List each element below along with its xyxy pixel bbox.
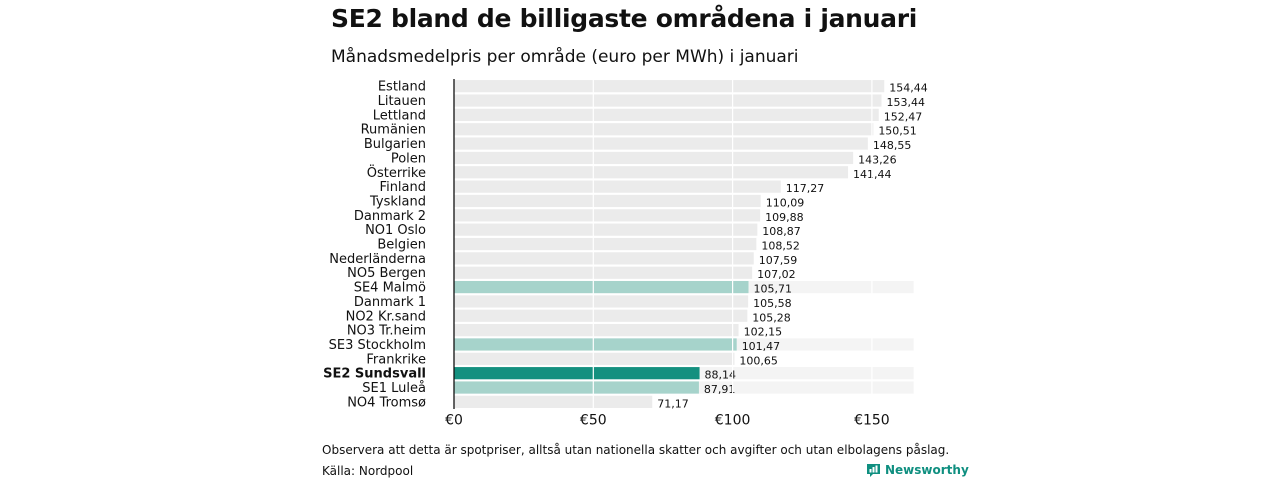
bar xyxy=(454,209,761,222)
bar xyxy=(454,108,879,121)
bar xyxy=(454,295,749,308)
category-label: NO4 Tromsø xyxy=(347,395,426,410)
value-label: 101,47 xyxy=(742,340,781,353)
value-label: 100,65 xyxy=(739,354,778,367)
footnote: Observera att detta är spotpriser, allts… xyxy=(322,443,950,457)
category-label: Lettland xyxy=(373,108,426,123)
x-tick-label: €0 xyxy=(445,413,463,429)
category-label: Bulgarien xyxy=(364,137,426,152)
bar-chart: Estland 154,44 Litauen 153,44 Lettland 152,47… xyxy=(323,79,928,429)
category-label: Estland xyxy=(378,80,426,95)
value-label: 87,91 xyxy=(704,383,736,396)
bar-highlighted xyxy=(454,338,737,351)
x-tick-label: €50 xyxy=(580,413,607,429)
value-label: 150,51 xyxy=(878,125,917,138)
source-note: Källa: Nordpool xyxy=(322,464,414,478)
category-label: Danmark 1 xyxy=(354,295,426,310)
brand-name: Newsworthy xyxy=(885,463,969,477)
bar xyxy=(454,352,735,365)
category-label: Belgien xyxy=(377,238,426,253)
x-tick-label: €100 xyxy=(715,413,751,429)
bar-chart-logo-icon xyxy=(867,463,880,477)
bar xyxy=(454,223,758,236)
category-label: NO2 Kr.sand xyxy=(346,309,426,324)
category-label: SE4 Malmö xyxy=(354,281,426,296)
bar xyxy=(454,137,868,150)
bar xyxy=(454,123,874,136)
bar xyxy=(454,166,849,179)
value-label: 117,27 xyxy=(786,182,825,195)
bar xyxy=(454,266,753,279)
chart-title: SE2 bland de billigaste områdena i janua… xyxy=(331,4,918,33)
category-label: Nederländerna xyxy=(329,252,426,267)
bar-highlighted xyxy=(454,381,699,394)
value-label: 154,44 xyxy=(889,82,928,95)
newsworthy-logo[interactable]: Newsworthy xyxy=(866,462,969,478)
category-label: Frankrike xyxy=(366,352,426,367)
value-label: 108,87 xyxy=(762,225,801,238)
bar xyxy=(454,180,781,193)
category-label: NO1 Oslo xyxy=(365,223,426,238)
value-label: 108,52 xyxy=(761,240,800,253)
category-label: Litauen xyxy=(378,94,426,109)
value-label: 153,44 xyxy=(886,96,925,109)
category-label: Polen xyxy=(391,151,426,166)
value-label: 107,02 xyxy=(757,268,796,281)
bar xyxy=(454,395,653,408)
category-label: SE1 Luleå xyxy=(362,381,426,396)
value-label: 105,71 xyxy=(754,283,793,296)
bar xyxy=(454,151,854,165)
category-label: Österrike xyxy=(367,164,426,181)
chart-subtitle: Månadsmedelpris per område (euro per MWh… xyxy=(331,47,799,67)
bar xyxy=(454,80,885,93)
category-label: SE2 Sundsvall xyxy=(323,367,426,382)
x-tick-label: €150 xyxy=(854,413,890,429)
category-label: NO3 Tr.heim xyxy=(347,324,426,339)
category-label: SE3 Stockholm xyxy=(329,338,426,353)
value-label: 143,26 xyxy=(858,153,897,166)
value-label: 71,17 xyxy=(657,397,689,410)
value-label: 148,55 xyxy=(873,139,912,152)
category-label: Tyskland xyxy=(369,194,426,209)
value-label: 109,88 xyxy=(765,211,804,224)
bar xyxy=(454,237,757,251)
category-label: NO5 Bergen xyxy=(347,266,426,281)
bar xyxy=(454,194,761,208)
category-label: Finland xyxy=(380,180,426,195)
value-label: 110,09 xyxy=(766,196,805,209)
bar xyxy=(454,252,754,265)
value-label: 105,28 xyxy=(752,311,791,324)
category-label: Rumänien xyxy=(361,123,426,138)
bar xyxy=(454,309,748,322)
bar xyxy=(454,324,739,337)
value-label: 88,14 xyxy=(705,369,737,382)
value-label: 107,59 xyxy=(759,254,798,267)
bar xyxy=(454,94,882,107)
bar-highlighted xyxy=(454,280,749,294)
bar-highlighted xyxy=(454,367,700,380)
value-label: 152,47 xyxy=(884,110,923,123)
category-label: Danmark 2 xyxy=(354,209,426,224)
value-label: 102,15 xyxy=(744,326,783,339)
value-label: 105,58 xyxy=(753,297,792,310)
